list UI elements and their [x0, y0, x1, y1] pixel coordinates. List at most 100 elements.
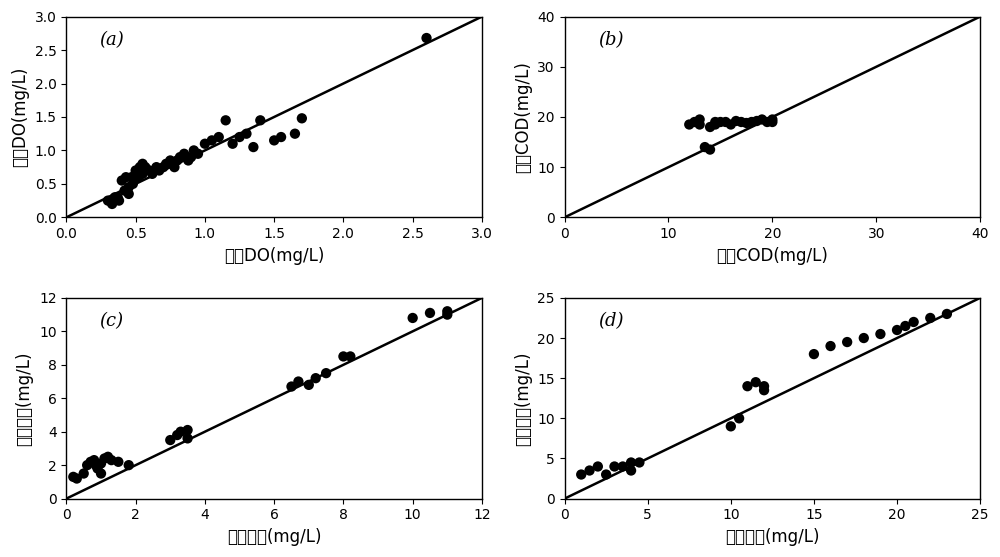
Point	[939, 310, 955, 319]
Point	[573, 470, 589, 479]
Point	[211, 133, 227, 141]
Point	[162, 156, 178, 165]
Point	[266, 136, 282, 145]
Point	[723, 422, 739, 431]
Point	[728, 116, 744, 125]
Point	[100, 196, 116, 205]
Point	[135, 159, 151, 168]
Point	[738, 119, 754, 128]
Y-axis label: 计算硝氮(mg/L): 计算硝氮(mg/L)	[514, 351, 532, 446]
Point	[623, 458, 639, 467]
Point	[238, 129, 254, 138]
Point	[419, 33, 435, 42]
Point	[180, 156, 196, 165]
Point	[731, 414, 747, 423]
Point	[121, 189, 137, 198]
Point	[707, 118, 723, 126]
Point	[186, 146, 202, 155]
Point	[65, 472, 81, 481]
X-axis label: 测量硝氮(mg/L): 测量硝氮(mg/L)	[725, 528, 820, 546]
Point	[225, 139, 241, 148]
Point	[739, 382, 755, 390]
Point	[422, 309, 438, 317]
Point	[702, 123, 718, 131]
Point	[121, 183, 137, 192]
Text: (b): (b)	[598, 31, 623, 48]
Point	[733, 118, 749, 126]
Y-axis label: 计算氨氮(mg/L): 计算氨氮(mg/L)	[15, 351, 33, 446]
Point	[439, 307, 455, 316]
Point	[342, 352, 358, 361]
Point	[692, 120, 708, 129]
Text: (c): (c)	[100, 312, 124, 330]
Point	[582, 466, 598, 475]
Point	[273, 133, 289, 141]
Point	[132, 163, 148, 172]
Point	[294, 114, 310, 123]
Point	[128, 166, 144, 175]
Point	[681, 120, 697, 129]
Point	[151, 166, 167, 175]
Point	[712, 118, 728, 126]
Point	[128, 169, 144, 178]
Point	[318, 369, 334, 378]
Point	[88, 461, 104, 470]
Point	[723, 120, 739, 129]
Point	[754, 115, 770, 124]
Point	[806, 350, 822, 359]
Point	[83, 457, 99, 466]
Point	[606, 462, 622, 471]
Point	[96, 454, 112, 463]
Point	[93, 469, 109, 478]
Point	[232, 133, 248, 141]
Point	[598, 470, 614, 479]
Point	[104, 199, 120, 208]
Point	[183, 153, 199, 162]
Point	[301, 380, 317, 389]
Point	[117, 186, 133, 195]
Point	[906, 317, 922, 326]
Point	[93, 459, 109, 468]
Point	[121, 461, 137, 470]
Point	[283, 382, 299, 391]
Point	[114, 176, 130, 185]
Point	[252, 116, 268, 125]
Point	[190, 149, 206, 158]
Point	[118, 173, 134, 182]
Point	[218, 116, 234, 125]
Point	[155, 163, 171, 172]
Point	[872, 330, 888, 339]
X-axis label: 测量氨氮(mg/L): 测量氨氮(mg/L)	[227, 528, 321, 546]
Point	[90, 464, 106, 473]
Point	[197, 139, 213, 148]
Point	[756, 382, 772, 390]
Point	[290, 377, 306, 386]
Point	[308, 374, 324, 383]
Point	[749, 116, 765, 125]
Point	[137, 163, 153, 172]
Point	[111, 196, 127, 205]
Point	[173, 427, 189, 436]
Point	[889, 325, 905, 334]
Y-axis label: 计算COD(mg/L): 计算COD(mg/L)	[514, 61, 532, 173]
Point	[166, 163, 182, 172]
Point	[856, 334, 872, 343]
Point	[686, 118, 702, 126]
Point	[123, 173, 139, 182]
Point	[100, 452, 116, 461]
Point	[172, 153, 188, 162]
Point	[615, 462, 631, 471]
Point	[590, 462, 606, 471]
Point	[130, 173, 146, 182]
Point	[623, 466, 639, 475]
Point	[897, 321, 913, 330]
Point	[439, 310, 455, 319]
Point	[158, 159, 174, 168]
Point	[692, 115, 708, 124]
Point	[204, 136, 220, 145]
Point	[744, 118, 760, 126]
X-axis label: 测量DO(mg/L): 测量DO(mg/L)	[224, 247, 324, 265]
Text: (d): (d)	[598, 312, 623, 330]
Point	[823, 341, 839, 350]
Point	[287, 129, 303, 138]
